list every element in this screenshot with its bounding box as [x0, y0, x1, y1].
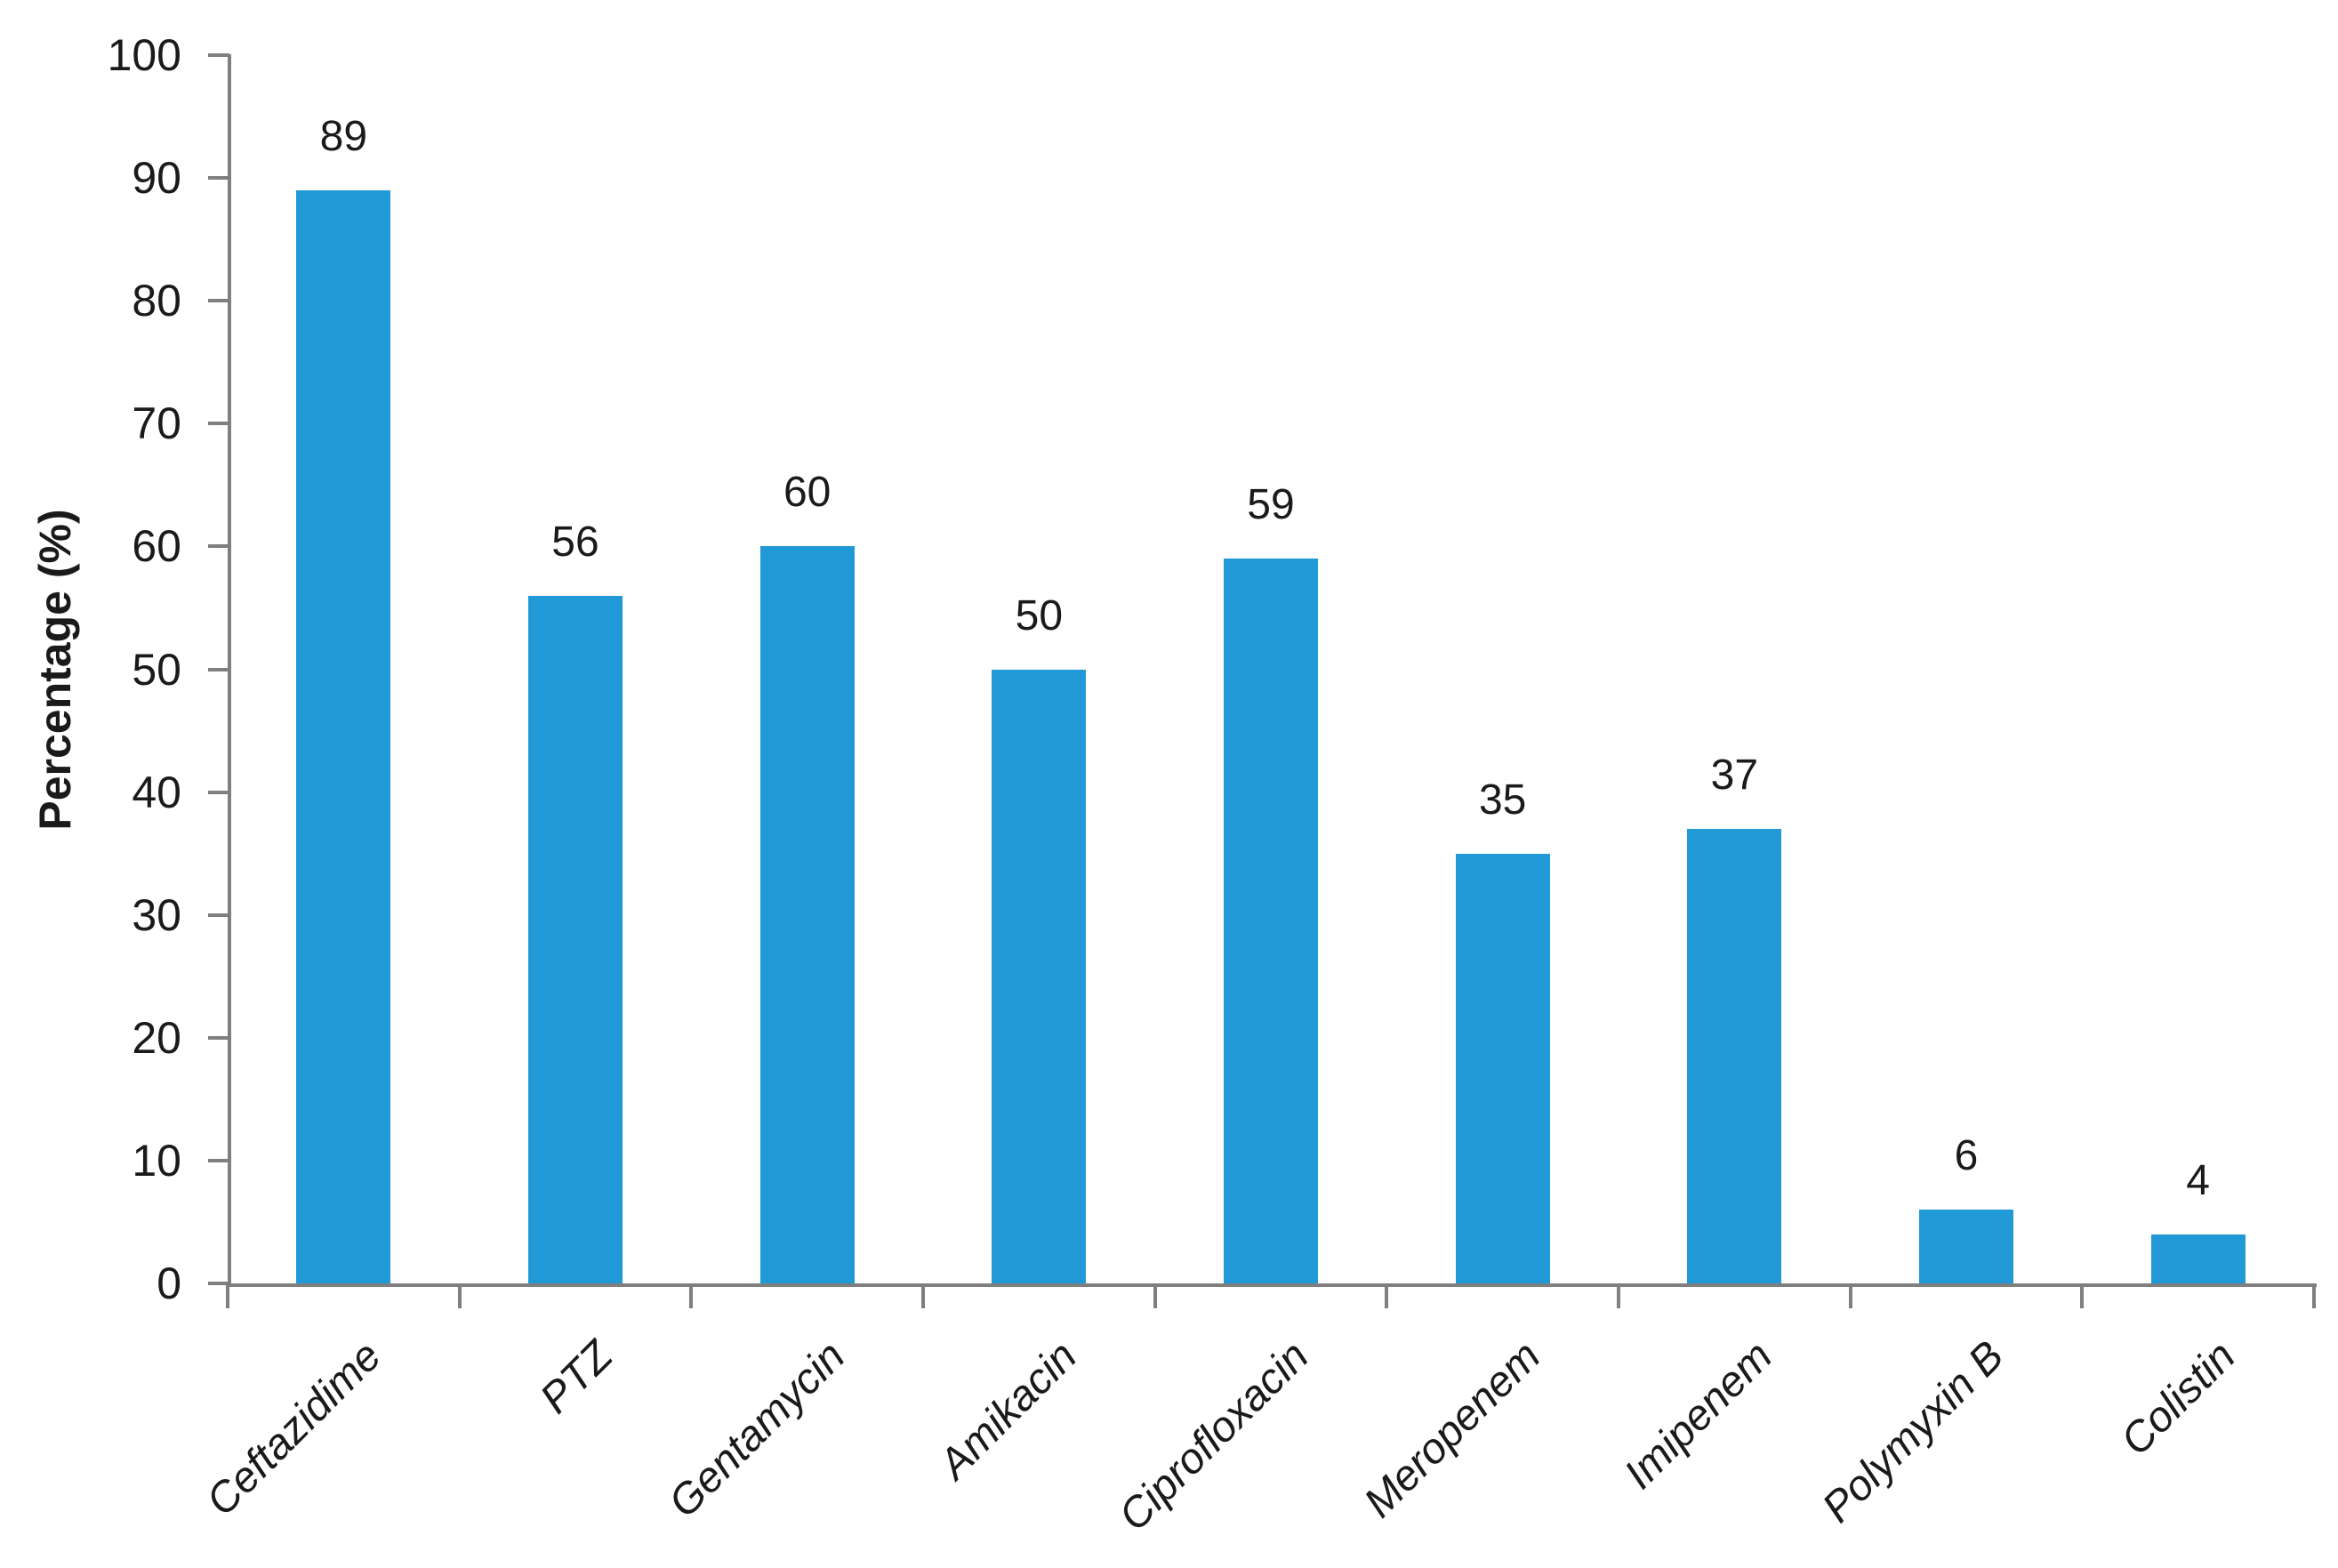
x-axis-category-label: Amikacin — [929, 1332, 1086, 1489]
x-axis-line — [228, 1283, 2317, 1287]
y-axis-tick-label: 60 — [132, 521, 181, 572]
x-axis-tick — [2312, 1283, 2316, 1308]
bar-value-label: 56 — [551, 518, 599, 566]
bar-value-label: 6 — [1954, 1132, 1979, 1180]
bar-colistin — [2150, 1234, 2246, 1283]
bar-amikacin — [992, 669, 1087, 1283]
x-axis-tick — [1385, 1283, 1389, 1308]
x-axis-category-label: Meropenem — [1354, 1332, 1550, 1527]
bar-meropenem — [1455, 853, 1550, 1283]
y-axis-tick-label: 10 — [132, 1135, 181, 1186]
x-axis-tick — [1153, 1283, 1157, 1308]
bar-value-label: 59 — [1247, 481, 1295, 529]
y-axis-tick — [208, 1282, 229, 1285]
x-axis-tick — [1848, 1283, 1852, 1308]
y-axis-tick-label: 30 — [132, 889, 181, 940]
y-axis-tick — [208, 53, 229, 57]
bar-value-label: 50 — [1015, 591, 1064, 639]
bar-ptz — [528, 595, 623, 1283]
bar-value-label: 60 — [783, 469, 832, 517]
x-axis-category-label: Ceftazidime — [197, 1332, 390, 1525]
y-axis-tick — [208, 176, 229, 181]
y-axis-tick-label: 50 — [132, 644, 181, 695]
y-axis-tick — [208, 422, 229, 426]
x-axis-tick — [457, 1283, 462, 1308]
x-axis-category-label: Imipenem — [1615, 1332, 1781, 1499]
x-axis-category-label: Colistin — [2112, 1332, 2246, 1465]
x-axis-tick — [226, 1283, 229, 1308]
y-axis-tick — [208, 299, 229, 303]
x-axis-category-label: PTZ — [531, 1332, 623, 1423]
bar-gentamycin — [759, 546, 855, 1283]
bar-value-label: 37 — [1710, 752, 1759, 800]
bar-imipenem — [1687, 829, 1782, 1283]
x-axis-category-label: Polymyxin B — [1813, 1332, 2013, 1532]
x-axis-tick — [921, 1283, 925, 1308]
y-axis-tick — [208, 667, 229, 671]
bar-ciprofloxacin — [1224, 559, 1318, 1283]
y-axis-line — [228, 54, 231, 1287]
bar-ceftazidime — [296, 189, 391, 1283]
bar-polymyxin-b — [1919, 1210, 2013, 1283]
y-axis-tick-label: 0 — [157, 1258, 181, 1308]
y-axis-tick-label: 90 — [132, 153, 181, 204]
y-axis-tick — [208, 913, 229, 917]
x-axis-tick — [1617, 1283, 1620, 1308]
y-axis-tick-label: 100 — [107, 30, 181, 80]
x-axis-category-label: Ciprofloxacin — [1109, 1332, 1318, 1540]
y-axis-tick-label: 70 — [132, 398, 181, 449]
x-axis-category-label: Gentamycin — [659, 1332, 855, 1527]
x-axis-tick — [689, 1283, 694, 1308]
y-axis-tick — [208, 1035, 229, 1040]
y-axis-tick-label: 20 — [132, 1012, 181, 1063]
bar-value-label: 89 — [319, 112, 368, 160]
y-axis-tick — [208, 1158, 229, 1162]
y-axis-tick-label: 40 — [132, 767, 181, 817]
bar-value-label: 35 — [1478, 776, 1527, 824]
y-axis-tick-label: 80 — [132, 276, 181, 326]
y-axis-tick — [208, 790, 229, 794]
bar-value-label: 4 — [2186, 1156, 2210, 1204]
x-axis-tick — [2080, 1283, 2085, 1308]
y-axis-tick — [208, 544, 229, 549]
